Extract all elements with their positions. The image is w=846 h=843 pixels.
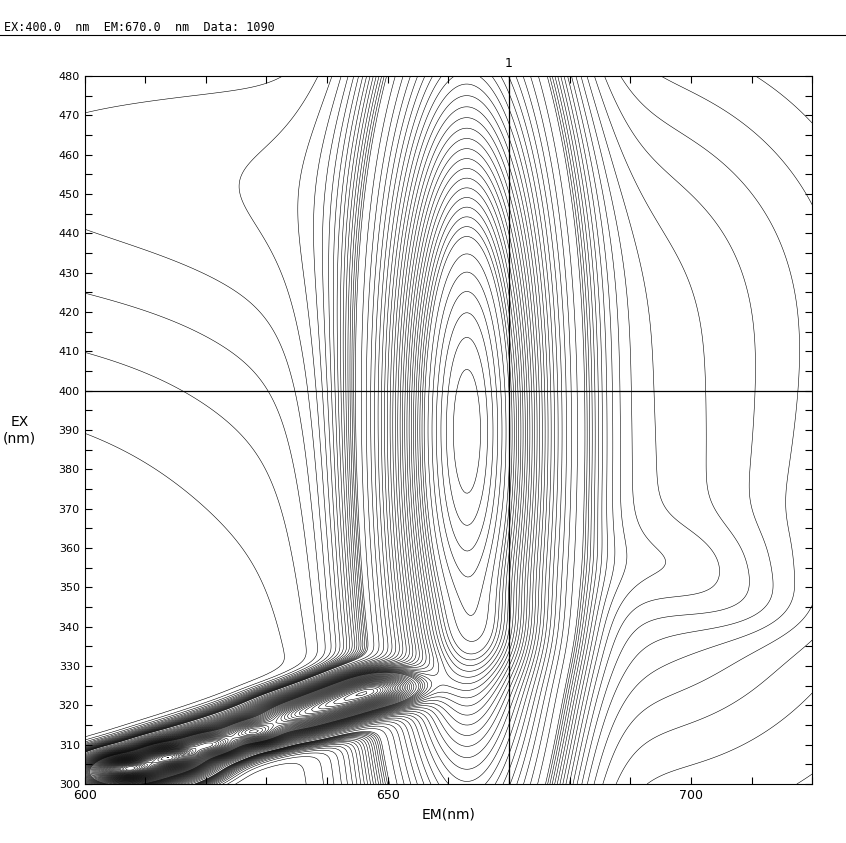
Y-axis label: EX
(nm): EX (nm) <box>3 415 36 445</box>
Text: EX:400.0  nm  EM:670.0  nm  Data: 1090: EX:400.0 nm EM:670.0 nm Data: 1090 <box>4 21 275 34</box>
X-axis label: EM(nm): EM(nm) <box>421 808 475 821</box>
Text: 1: 1 <box>505 57 513 70</box>
